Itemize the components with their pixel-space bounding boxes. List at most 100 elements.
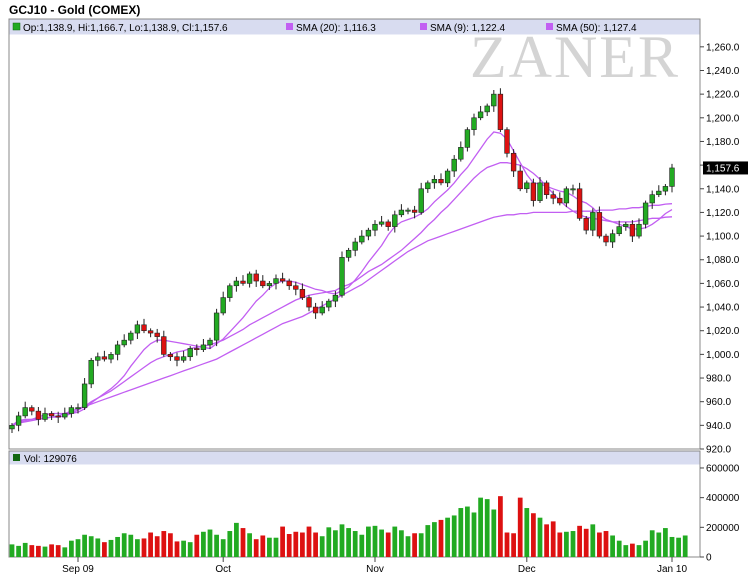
price-y-tick-label: 1,180.0 [706, 137, 740, 148]
sma9-legend-swatch [420, 23, 427, 30]
candle-body [187, 348, 193, 358]
candle-body [108, 354, 114, 360]
volume-bars [9, 496, 688, 557]
volume-y-tick-label: 0 [706, 553, 712, 564]
candle-body [636, 223, 642, 237]
volume-bar [531, 513, 536, 557]
price-y-tick-label: 940.0 [706, 421, 731, 432]
x-axis: Sep 09 Oct Nov Dec Jan 10 [62, 557, 687, 575]
volume-bar [425, 525, 431, 557]
candle-body [194, 348, 200, 350]
candle-body [213, 312, 220, 341]
candle-body [438, 179, 444, 184]
volume-y-tick-label: 200000 [706, 523, 740, 534]
ohlc-legend-swatch [12, 22, 21, 31]
candle-body [154, 332, 160, 337]
price-y-tick-label: 1,240.0 [706, 66, 740, 77]
volume-bar [597, 532, 602, 557]
volume-bar [220, 539, 226, 557]
candle-body [385, 221, 391, 227]
x-tick-label: Dec [518, 564, 536, 575]
volume-bar [62, 547, 68, 557]
price-y-axis: 920.0 940.0 960.0 980.0 1,000.0 1,020.0 1,040.… [700, 42, 740, 456]
candle-body [576, 188, 583, 219]
candle-body [662, 186, 669, 192]
volume-bar [399, 530, 404, 557]
candle-body [629, 223, 636, 237]
volume-bar [154, 536, 160, 557]
price-y-tick-label: 1,080.0 [706, 255, 740, 266]
volume-bar [49, 544, 54, 557]
candle-body [623, 223, 629, 227]
candle-body [128, 332, 134, 341]
volume-legend-bar [9, 451, 700, 465]
volume-bar [214, 534, 219, 557]
volume-bar [610, 535, 615, 557]
candle-body [62, 413, 68, 418]
price-y-tick-label: 1,140.0 [706, 184, 740, 195]
volume-bar [141, 538, 147, 557]
candle-body [312, 306, 319, 314]
volume-bar [260, 535, 266, 557]
volume-bar [333, 530, 338, 557]
candle-body [431, 179, 438, 184]
candle-body [88, 359, 94, 385]
volume-bar [293, 531, 299, 557]
candle-body [596, 212, 603, 237]
candle-body [444, 170, 451, 184]
candle-body [299, 289, 306, 298]
candle-body [570, 188, 576, 191]
candle-body [345, 249, 352, 258]
volume-bar [69, 540, 74, 557]
volume-y-axis: 0 200000 400000 600000 [700, 463, 740, 564]
volume-bar [128, 534, 134, 557]
candle-body [174, 356, 180, 361]
volume-bar [669, 536, 675, 557]
volume-bar [603, 531, 609, 557]
last-price-label: 1,157.6 [706, 163, 740, 174]
candle-body [517, 170, 523, 190]
price-panel-frame [8, 18, 701, 450]
candle-body [121, 339, 127, 346]
candle-body [603, 235, 609, 243]
candle-body [510, 152, 517, 172]
sma50-legend-swatch [546, 23, 553, 30]
price-y-tick-label: 920.0 [706, 445, 731, 456]
volume-bar [366, 526, 371, 557]
candle-body [293, 285, 299, 290]
volume-bar [95, 538, 101, 557]
volume-bar [379, 529, 384, 557]
volume-bar [616, 540, 622, 557]
volume-bar [583, 528, 589, 557]
candle-body [497, 93, 504, 130]
volume-bar [405, 536, 411, 557]
volume-bar [649, 530, 655, 557]
candle-body [471, 117, 477, 130]
volume-bar [168, 533, 173, 557]
candle-body [332, 294, 339, 302]
candle-body [411, 209, 418, 213]
watermark: ZANER [470, 24, 680, 90]
volume-bar [339, 524, 345, 557]
volume-bar [82, 534, 87, 557]
candle-body [365, 229, 372, 237]
candle-body [29, 407, 35, 412]
candle-body [319, 306, 325, 314]
candle-body [563, 188, 570, 204]
candle-body [537, 182, 543, 201]
candle-body [649, 194, 655, 204]
price-y-tick-label: 1,220.0 [706, 90, 740, 101]
candle-body [101, 356, 108, 360]
candle-body [609, 233, 616, 243]
volume-bar [412, 533, 417, 557]
candle-body [392, 214, 398, 227]
volume-bar [36, 545, 41, 557]
candle-body [141, 324, 147, 332]
candle-body [378, 221, 385, 225]
candle-body [504, 129, 510, 154]
candle-body [95, 356, 101, 361]
volume-bar [108, 539, 114, 557]
volume-bar [478, 497, 483, 557]
volume-bar [181, 540, 186, 557]
